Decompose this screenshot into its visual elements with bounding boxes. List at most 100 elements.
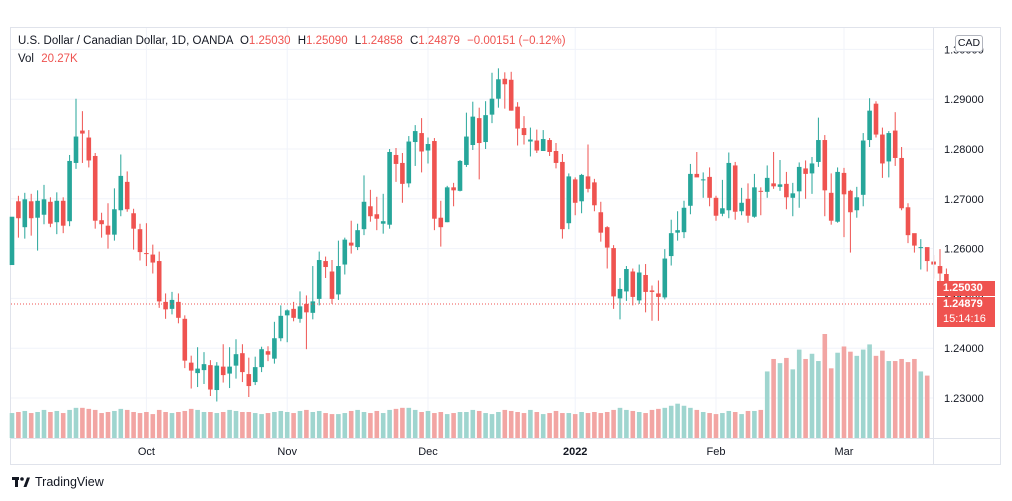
candle-body	[60, 200, 66, 226]
candle-body	[592, 182, 597, 206]
volume-bar	[323, 413, 328, 438]
symbol-title[interactable]: U.S. Dollar / Canadian Dollar, 1D, OANDA	[18, 35, 233, 47]
volume-bar	[617, 407, 623, 438]
candle-body	[553, 150, 559, 163]
volume-bar	[227, 409, 232, 438]
open-price-tag: 1.25030	[937, 281, 995, 296]
candle-body	[227, 366, 232, 374]
candle-body	[432, 141, 437, 219]
volume-bar	[259, 414, 264, 438]
volume-bar	[272, 412, 277, 438]
candles	[9, 68, 968, 402]
candle-body	[214, 365, 220, 391]
volume-bar	[316, 410, 322, 438]
candle-body	[16, 201, 21, 219]
volume-bar	[86, 408, 92, 438]
candle-body	[886, 133, 892, 162]
candle-body	[54, 200, 60, 223]
volume-bar	[752, 410, 757, 438]
candle-body	[406, 141, 412, 184]
volume-bar	[553, 410, 559, 438]
candle-body	[502, 78, 508, 85]
candle-body	[444, 187, 450, 223]
low-value: 1.24858	[361, 35, 403, 47]
volume-bar	[28, 413, 34, 438]
volume-bar	[681, 405, 687, 438]
volume-bar	[707, 413, 712, 438]
tradingview-brand[interactable]: TradingView	[12, 475, 104, 489]
candle-body	[803, 168, 808, 174]
volume-bar	[73, 407, 79, 438]
candle-body	[720, 208, 725, 214]
candle-body	[707, 176, 712, 198]
candle-body	[624, 269, 629, 292]
candle-body	[195, 368, 200, 374]
candle-body	[464, 136, 469, 165]
brand-name: TradingView	[35, 475, 104, 489]
volume-bar	[860, 349, 866, 438]
currency-badge[interactable]: CAD	[955, 35, 983, 52]
candle-body	[937, 266, 943, 274]
candle-body	[451, 187, 456, 191]
candle-body	[73, 136, 79, 163]
candle-body	[48, 201, 53, 224]
candle-body	[412, 131, 418, 143]
volume-bar	[816, 361, 821, 438]
candle-body	[476, 118, 482, 144]
volume-bar	[329, 414, 335, 438]
volume-bar	[662, 407, 668, 438]
candle-body	[745, 198, 751, 216]
candle-body	[368, 206, 373, 217]
candle-body	[758, 190, 764, 192]
candle-body	[156, 261, 162, 302]
volume-bar	[124, 409, 130, 438]
candle-body	[233, 354, 239, 366]
time-axis[interactable]: Oct Nov Dec 2022 Feb Mar	[138, 446, 854, 458]
volume-bar	[457, 412, 463, 438]
volume-bar	[9, 413, 15, 438]
candle-body	[694, 173, 700, 178]
volume-bar	[630, 410, 636, 438]
candle-body	[163, 301, 168, 310]
candle-body	[99, 220, 104, 225]
volume-bar	[720, 413, 725, 438]
volume-bar	[425, 410, 431, 438]
volume-bar	[739, 414, 744, 438]
bar-countdown: 15:14:16	[937, 312, 995, 327]
candle-body	[649, 290, 655, 292]
candle-body	[112, 209, 117, 235]
volume-label[interactable]: Vol	[18, 53, 34, 65]
time-tick-label: Nov	[277, 446, 297, 458]
candle-body	[764, 177, 770, 192]
volume-bar	[278, 410, 284, 438]
candle-body	[272, 338, 277, 359]
volume-bar	[732, 412, 738, 438]
volume-bar	[803, 358, 808, 438]
volume-bar	[624, 409, 629, 438]
volume-bar	[905, 362, 911, 438]
volume-bar	[387, 409, 392, 438]
volume-bar	[924, 375, 930, 438]
candle-body	[860, 140, 866, 195]
candle-body	[291, 308, 296, 318]
volume-bar	[585, 413, 591, 438]
volume-bar	[137, 413, 143, 438]
candle-body	[35, 200, 40, 218]
volume-bar	[163, 412, 168, 438]
candle-body	[560, 161, 565, 230]
candle-body	[336, 266, 341, 295]
price-axis[interactable]: 1.230001.240001.250001.260001.270001.280…	[944, 44, 984, 405]
price-tick-label: 1.28000	[944, 144, 984, 156]
volume-bar	[528, 409, 533, 438]
volume-bar	[374, 410, 380, 438]
high-value: 1.25090	[306, 35, 348, 47]
candle-body	[169, 299, 175, 309]
volume-bar	[406, 407, 412, 438]
candle-body	[899, 157, 904, 209]
time-tick-label: Feb	[707, 446, 726, 458]
candle-body	[92, 155, 98, 221]
volume-bar	[688, 407, 693, 438]
volume-bar	[604, 412, 610, 438]
volume-bar	[99, 413, 104, 438]
